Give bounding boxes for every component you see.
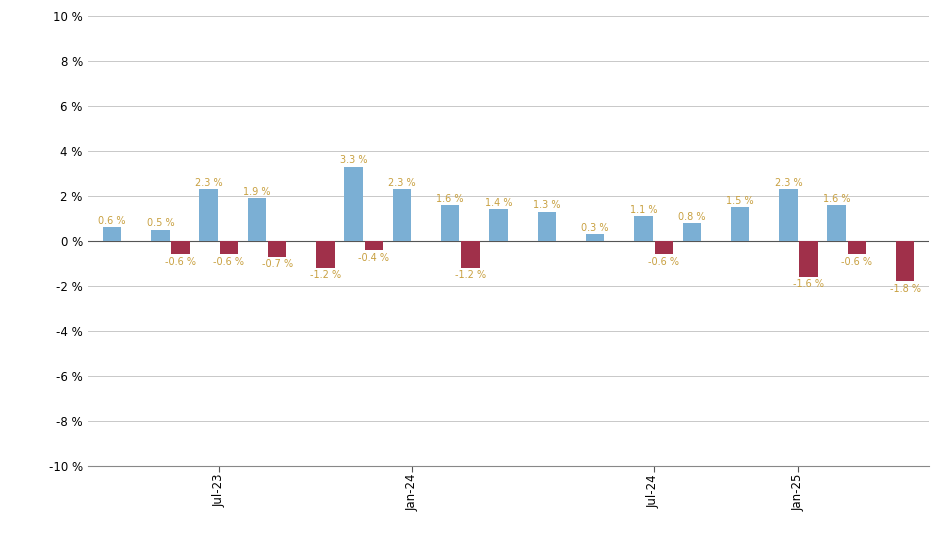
- Bar: [220, 241, 238, 254]
- Text: 1.9 %: 1.9 %: [243, 187, 271, 197]
- Text: -0.6 %: -0.6 %: [841, 257, 872, 267]
- Bar: [151, 229, 169, 241]
- Text: -0.7 %: -0.7 %: [261, 259, 293, 270]
- Text: 0.8 %: 0.8 %: [678, 212, 705, 222]
- Bar: [199, 189, 218, 241]
- Text: 2.3 %: 2.3 %: [775, 178, 802, 188]
- Bar: [268, 241, 287, 256]
- Bar: [896, 241, 915, 281]
- Text: 2.3 %: 2.3 %: [195, 178, 223, 188]
- Text: 1.5 %: 1.5 %: [727, 196, 754, 206]
- Bar: [171, 241, 190, 254]
- Text: -1.2 %: -1.2 %: [310, 271, 341, 281]
- Bar: [799, 241, 818, 277]
- Bar: [538, 212, 556, 241]
- Text: 1.1 %: 1.1 %: [630, 205, 657, 214]
- Text: -0.6 %: -0.6 %: [165, 257, 196, 267]
- Bar: [848, 241, 866, 254]
- Bar: [730, 207, 749, 241]
- Text: 2.3 %: 2.3 %: [388, 178, 415, 188]
- Bar: [779, 189, 797, 241]
- Text: -0.6 %: -0.6 %: [649, 257, 680, 267]
- Text: 1.6 %: 1.6 %: [436, 194, 464, 204]
- Text: 1.3 %: 1.3 %: [533, 200, 560, 210]
- Bar: [490, 210, 508, 241]
- Bar: [462, 241, 479, 268]
- Text: -1.8 %: -1.8 %: [890, 284, 920, 294]
- Bar: [634, 216, 652, 241]
- Text: 3.3 %: 3.3 %: [340, 155, 368, 166]
- Bar: [827, 205, 846, 241]
- Text: 0.5 %: 0.5 %: [147, 218, 174, 228]
- Text: 0.6 %: 0.6 %: [99, 216, 126, 226]
- Bar: [586, 234, 604, 241]
- Bar: [365, 241, 383, 250]
- Text: -1.2 %: -1.2 %: [455, 271, 486, 281]
- Bar: [393, 189, 411, 241]
- Bar: [102, 227, 121, 241]
- Bar: [248, 198, 266, 241]
- Bar: [654, 241, 673, 254]
- Text: 1.4 %: 1.4 %: [485, 198, 512, 208]
- Text: 0.3 %: 0.3 %: [581, 223, 609, 233]
- Bar: [682, 223, 701, 241]
- Bar: [344, 167, 363, 241]
- Text: -1.6 %: -1.6 %: [793, 279, 824, 289]
- Bar: [441, 205, 460, 241]
- Text: -0.6 %: -0.6 %: [213, 257, 244, 267]
- Text: 1.6 %: 1.6 %: [822, 194, 851, 204]
- Text: -0.4 %: -0.4 %: [358, 252, 389, 262]
- Bar: [317, 241, 335, 268]
